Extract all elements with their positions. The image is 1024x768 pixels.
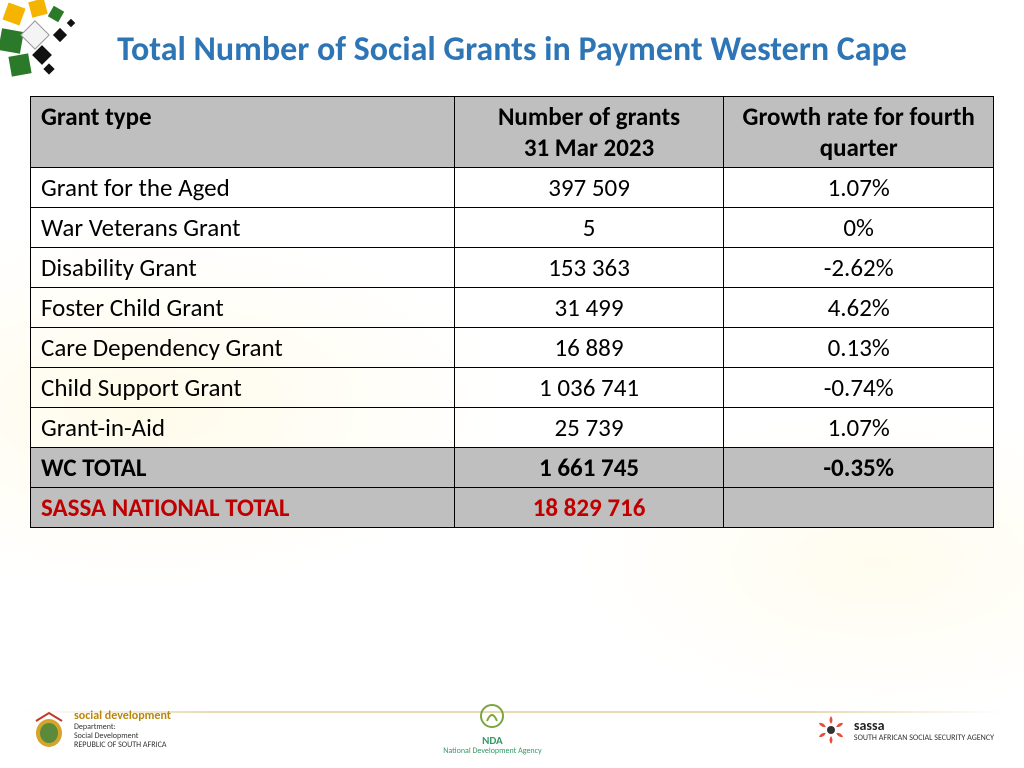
cell-national-rate: [724, 487, 994, 527]
cell-growth-rate: 1.07%: [724, 407, 994, 447]
cell-national-number: 18 829 716: [454, 487, 724, 527]
cell-national-name: SASSA NATIONAL TOTAL: [31, 487, 455, 527]
cell-growth-rate: -0.74%: [724, 367, 994, 407]
social-dev-label: social development: [74, 709, 171, 723]
cell-grant-name: Foster Child Grant: [31, 287, 455, 327]
cell-grant-name: Care Dependency Grant: [31, 327, 455, 367]
coat-of-arms-icon: [30, 711, 68, 749]
col-header-growth: Growth rate for fourth quarter: [724, 96, 994, 167]
cell-grant-number: 153 363: [454, 247, 724, 287]
table-header-row: Grant type Number of grants 31 Mar 2023 …: [31, 96, 994, 167]
cell-grant-number: 16 889: [454, 327, 724, 367]
cell-grant-number: 1 036 741: [454, 367, 724, 407]
cell-grant-number: 25 739: [454, 407, 724, 447]
cell-grant-number: 397 509: [454, 167, 724, 207]
table-row: Foster Child Grant31 4994.62%: [31, 287, 994, 327]
page-title: Total Number of Social Grants in Payment…: [0, 0, 1024, 91]
cell-grant-name: Child Support Grant: [31, 367, 455, 407]
cell-grant-name: Grant for the Aged: [31, 167, 455, 207]
table-row: War Veterans Grant50%: [31, 207, 994, 247]
footer-logo-nda: NDA National Development Agency: [443, 703, 541, 756]
table-row: Child Support Grant1 036 741-0.74%: [31, 367, 994, 407]
cell-grant-name: Disability Grant: [31, 247, 455, 287]
table-row: Disability Grant153 363-2.62%: [31, 247, 994, 287]
footer-logo-sassa: sassa SOUTH AFRICAN SOCIAL SECURITY AGEN…: [814, 713, 994, 747]
social-dev-sub: Department: Social Development REPUBLIC …: [74, 723, 171, 749]
cell-grant-number: 31 499: [454, 287, 724, 327]
grants-table-container: Grant type Number of grants 31 Mar 2023 …: [0, 91, 1024, 528]
sassa-sub: SOUTH AFRICAN SOCIAL SECURITY AGENCY: [854, 734, 994, 743]
sassa-label: sassa: [854, 717, 994, 734]
cell-total-rate: -0.35%: [724, 447, 994, 487]
sassa-icon: [814, 713, 848, 747]
grants-table: Grant type Number of grants 31 Mar 2023 …: [30, 96, 994, 528]
col-header-number: Number of grants 31 Mar 2023: [454, 96, 724, 167]
table-row: Care Dependency Grant16 8890.13%: [31, 327, 994, 367]
cell-grant-name: War Veterans Grant: [31, 207, 455, 247]
table-national-row: SASSA NATIONAL TOTAL18 829 716: [31, 487, 994, 527]
table-row: Grant-in-Aid25 7391.07%: [31, 407, 994, 447]
cell-growth-rate: 0%: [724, 207, 994, 247]
cell-growth-rate: 1.07%: [724, 167, 994, 207]
footer: social development Department: Social De…: [0, 703, 1024, 756]
col-header-grant-type: Grant type: [31, 96, 455, 167]
nda-icon: [479, 703, 505, 729]
cell-grant-name: Grant-in-Aid: [31, 407, 455, 447]
table-total-row: WC TOTAL1 661 745-0.35%: [31, 447, 994, 487]
cell-grant-number: 5: [454, 207, 724, 247]
footer-logo-social-development: social development Department: Social De…: [30, 709, 171, 749]
cell-growth-rate: 0.13%: [724, 327, 994, 367]
cell-total-number: 1 661 745: [454, 447, 724, 487]
nda-sub: National Development Agency: [443, 747, 541, 756]
cell-growth-rate: -2.62%: [724, 247, 994, 287]
cell-growth-rate: 4.62%: [724, 287, 994, 327]
table-row: Grant for the Aged397 5091.07%: [31, 167, 994, 207]
cell-total-name: WC TOTAL: [31, 447, 455, 487]
